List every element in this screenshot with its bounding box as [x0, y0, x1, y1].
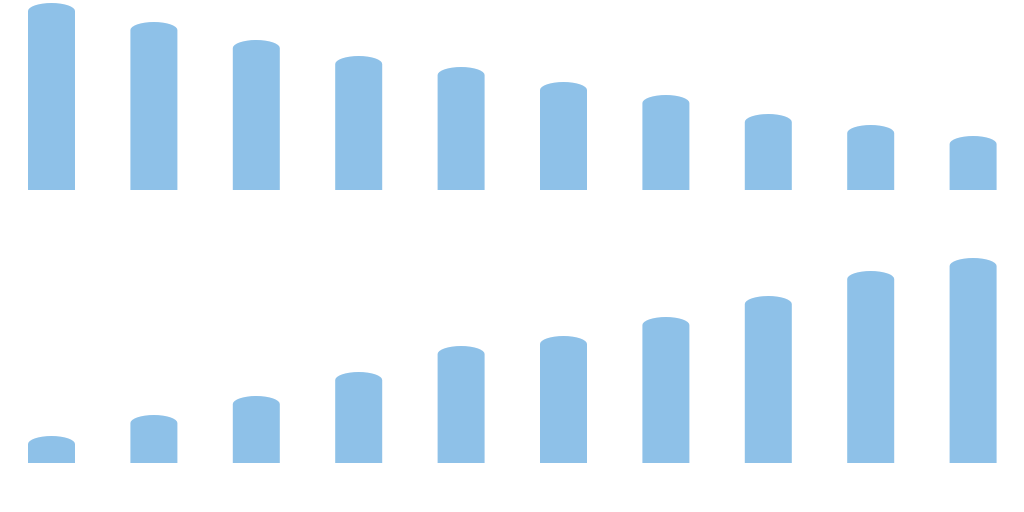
bar — [130, 415, 178, 463]
bar — [232, 396, 280, 463]
bar — [847, 271, 895, 463]
bar — [540, 82, 587, 190]
bar — [949, 258, 997, 463]
bar — [744, 296, 792, 463]
bar — [437, 67, 485, 190]
bar — [130, 22, 178, 190]
bar — [540, 336, 587, 463]
bar — [847, 125, 895, 190]
bar — [642, 317, 690, 463]
bar — [744, 114, 792, 190]
bar — [949, 136, 997, 190]
bar — [335, 56, 383, 190]
bar — [642, 95, 690, 190]
bar — [28, 3, 75, 190]
bar — [335, 372, 383, 463]
bar — [28, 436, 75, 463]
bar — [232, 40, 280, 190]
bar — [437, 346, 485, 463]
